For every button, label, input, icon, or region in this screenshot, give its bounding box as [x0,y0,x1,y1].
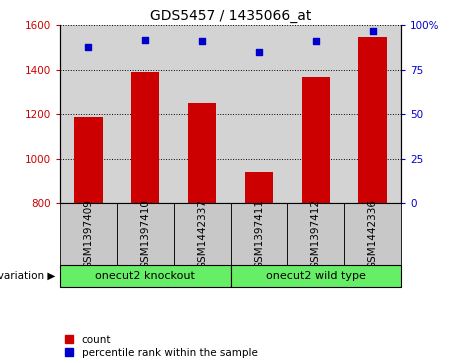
Text: GSM1442337: GSM1442337 [197,199,207,269]
Point [142,37,149,42]
Bar [117,203,174,265]
Point [255,49,263,55]
Bar [287,203,344,265]
Bar [358,37,387,203]
Legend: count, percentile rank within the sample: count, percentile rank within the sample [65,335,258,358]
Text: GSM1397409: GSM1397409 [83,199,94,269]
Point [85,44,92,50]
Bar [60,203,117,265]
Bar [188,103,216,203]
Text: onecut2 knockout: onecut2 knockout [95,271,195,281]
Text: GSM1397411: GSM1397411 [254,199,264,269]
Point [198,38,206,44]
Text: onecut2 wild type: onecut2 wild type [266,271,366,281]
Text: GSM1397412: GSM1397412 [311,199,321,269]
Bar [230,203,287,265]
Bar [74,117,102,203]
Title: GDS5457 / 1435066_at: GDS5457 / 1435066_at [150,9,311,23]
Bar [131,72,160,203]
Bar [230,265,401,287]
Bar [174,203,230,265]
Text: genotype/variation ▶: genotype/variation ▶ [0,271,55,281]
Bar [245,172,273,203]
Bar [344,203,401,265]
Point [369,28,376,34]
Point [312,38,319,44]
Text: GSM1397410: GSM1397410 [140,199,150,269]
Bar [60,265,230,287]
Text: GSM1442336: GSM1442336 [367,199,378,269]
Bar [301,77,330,203]
